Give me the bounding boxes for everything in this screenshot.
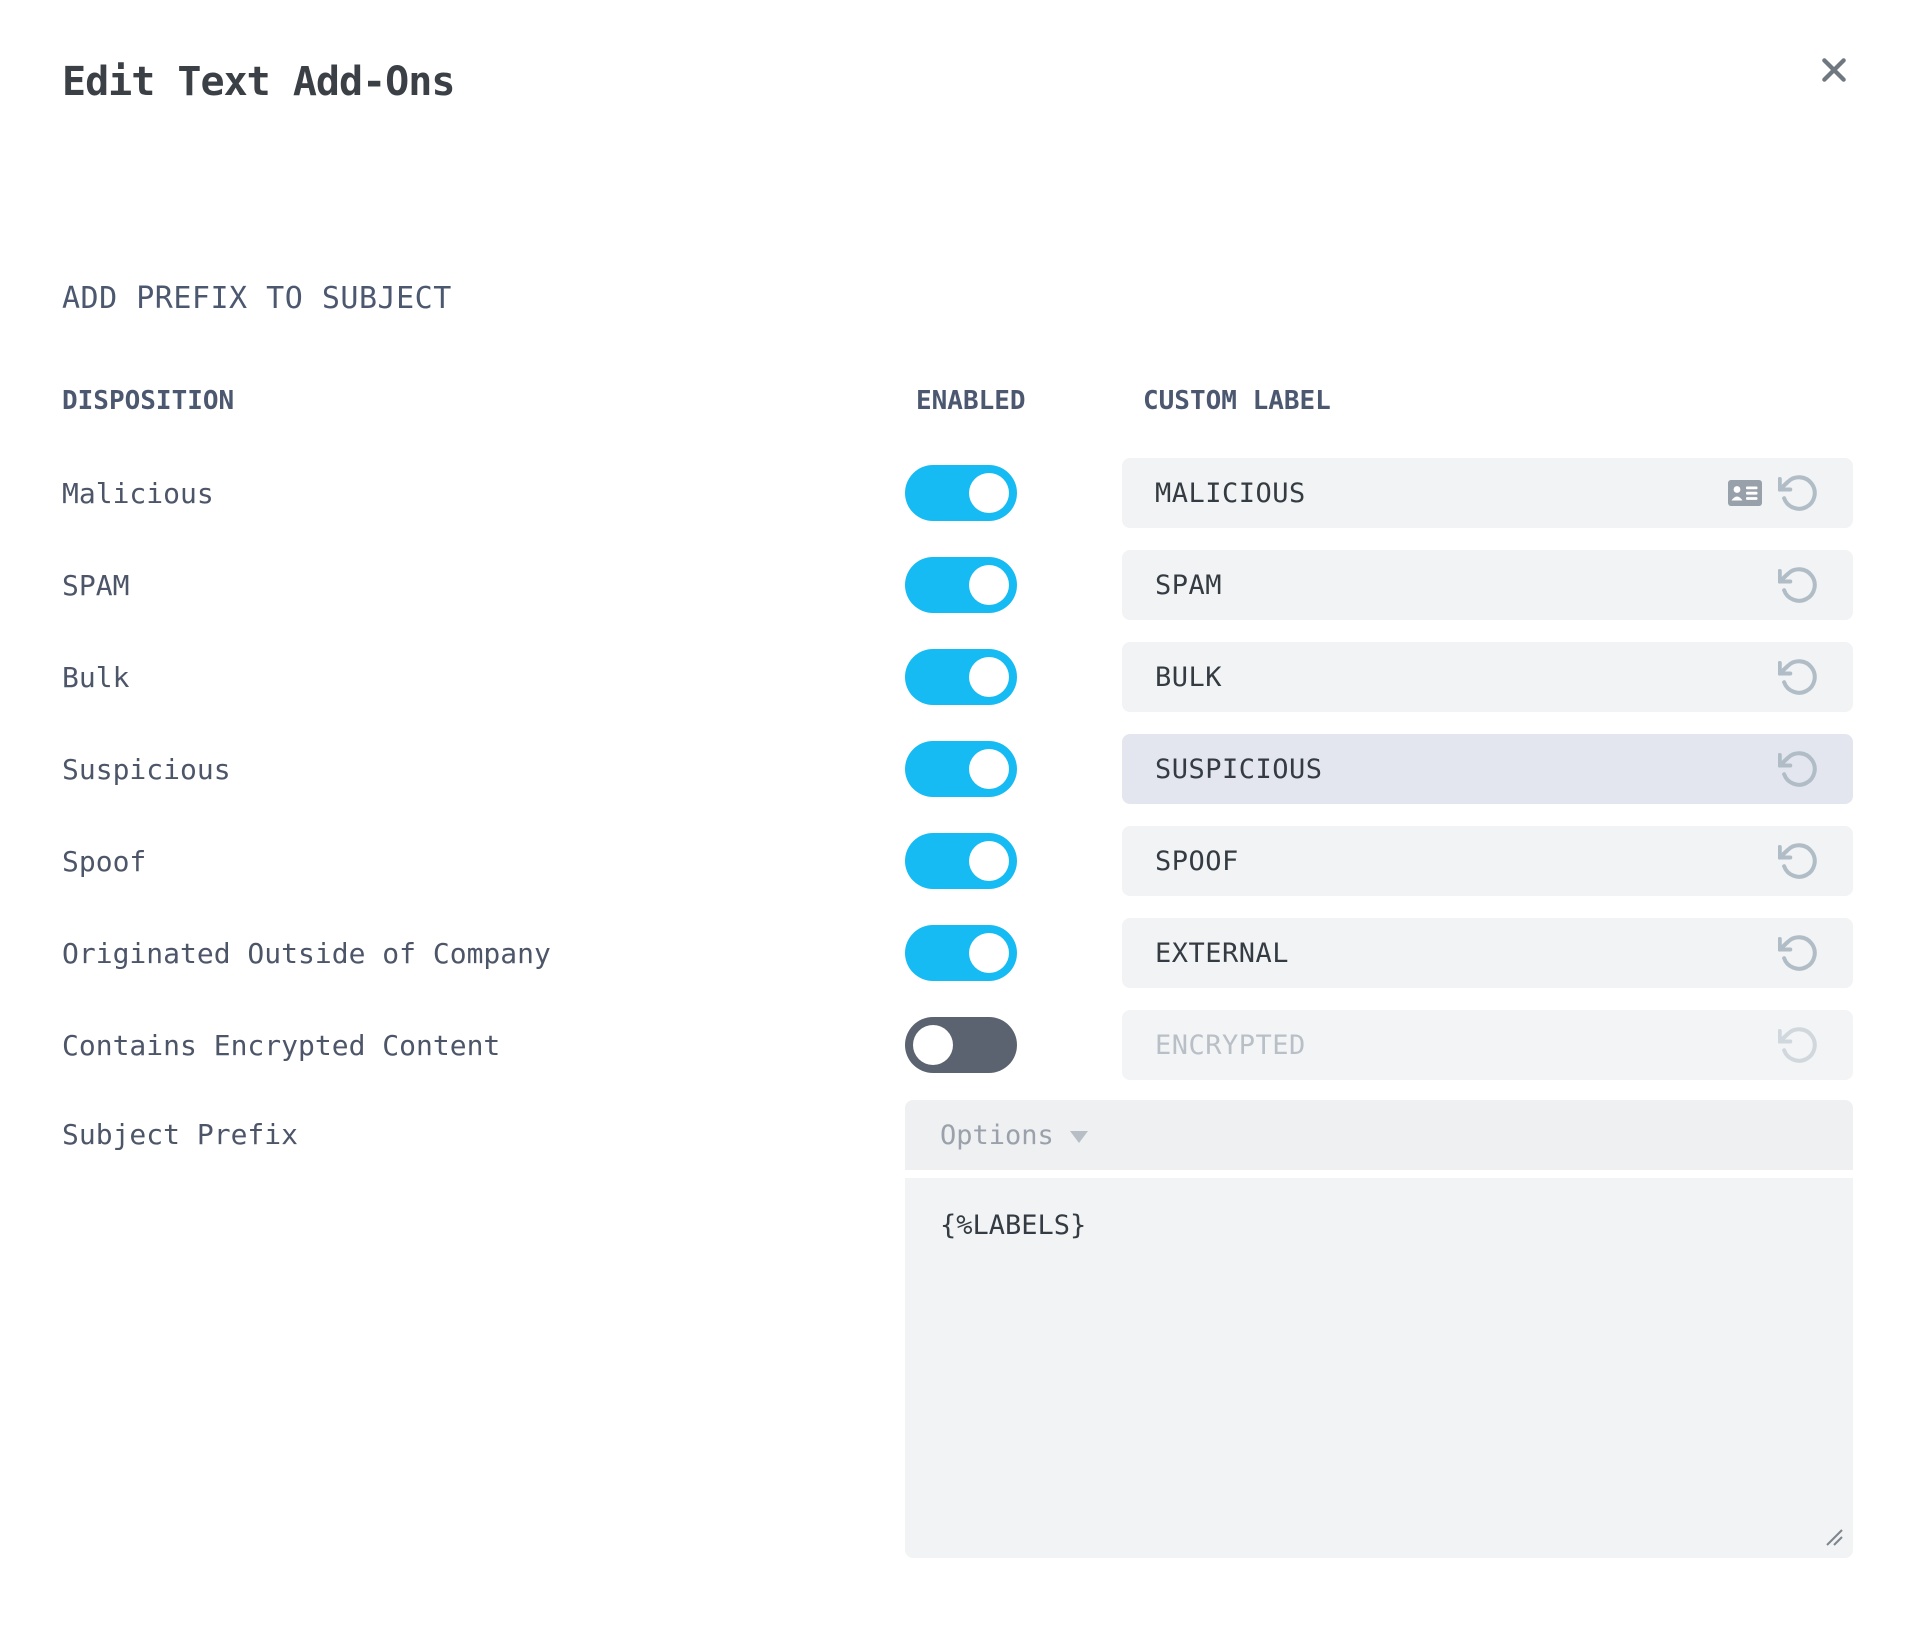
disposition-row: Spoof bbox=[62, 815, 1853, 907]
custom-label-field[interactable] bbox=[1122, 1010, 1853, 1080]
reset-icon bbox=[1778, 935, 1817, 971]
section-heading: ADD PREFIX TO SUBJECT bbox=[62, 281, 452, 316]
custom-label-field[interactable] bbox=[1122, 826, 1853, 896]
subject-prefix-textarea[interactable]: {%LABELS} bbox=[905, 1178, 1853, 1558]
toggle-knob bbox=[913, 1025, 953, 1065]
disposition-row: Suspicious bbox=[62, 723, 1853, 815]
reset-label-button[interactable] bbox=[1778, 564, 1820, 606]
custom-label-input[interactable] bbox=[1155, 661, 1766, 693]
enabled-toggle[interactable] bbox=[905, 649, 1017, 705]
enabled-toggle[interactable] bbox=[905, 925, 1017, 981]
custom-label-field[interactable] bbox=[1122, 918, 1853, 988]
disposition-row: Originated Outside of Company bbox=[62, 907, 1853, 999]
disposition-label: Suspicious bbox=[62, 752, 231, 786]
column-header-enabled: ENABLED bbox=[916, 386, 1026, 416]
custom-label-field[interactable] bbox=[1122, 550, 1853, 620]
subject-prefix-label: Subject Prefix bbox=[62, 1118, 299, 1151]
enabled-toggle[interactable] bbox=[905, 465, 1017, 521]
disposition-row: SPAM bbox=[62, 539, 1853, 631]
dialog-title: Edit Text Add-Ons bbox=[62, 59, 455, 105]
reset-label-button[interactable] bbox=[1778, 1024, 1820, 1066]
chevron-down-icon bbox=[1069, 1130, 1088, 1143]
custom-label-field[interactable] bbox=[1122, 642, 1853, 712]
disposition-label: Originated Outside of Company bbox=[62, 936, 551, 970]
toggle-knob bbox=[969, 657, 1009, 697]
toggle-knob bbox=[969, 841, 1009, 881]
enabled-toggle[interactable] bbox=[905, 557, 1017, 613]
custom-label-field[interactable] bbox=[1122, 734, 1853, 804]
resize-handle-icon[interactable] bbox=[1821, 1524, 1845, 1548]
custom-label-input bbox=[1155, 1029, 1766, 1061]
reset-icon bbox=[1778, 659, 1817, 695]
enabled-toggle[interactable] bbox=[905, 741, 1017, 797]
column-header-disposition: DISPOSITION bbox=[62, 386, 235, 416]
column-header-row: DISPOSITION ENABLED CUSTOM LABEL bbox=[62, 386, 1853, 416]
contact-card-icon bbox=[1728, 480, 1762, 506]
options-dropdown[interactable]: Options bbox=[905, 1100, 1853, 1170]
toggle-knob bbox=[969, 933, 1009, 973]
toggle-knob bbox=[969, 565, 1009, 605]
reset-label-button[interactable] bbox=[1778, 932, 1820, 974]
reset-icon bbox=[1778, 475, 1817, 511]
disposition-label: Malicious bbox=[62, 476, 214, 510]
subject-prefix-row: Subject Prefix Options {%LABELS} bbox=[62, 1091, 1853, 1558]
disposition-row: Contains Encrypted Content bbox=[62, 999, 1853, 1091]
custom-label-input[interactable] bbox=[1155, 753, 1766, 785]
disposition-row: Malicious bbox=[62, 447, 1853, 539]
disposition-label: Contains Encrypted Content bbox=[62, 1028, 501, 1062]
reset-icon bbox=[1778, 751, 1817, 787]
disposition-label: SPAM bbox=[62, 568, 130, 602]
enabled-toggle[interactable] bbox=[905, 1017, 1017, 1073]
disposition-label: Spoof bbox=[62, 844, 147, 878]
column-header-custom-label: CUSTOM LABEL bbox=[1143, 386, 1331, 416]
reset-icon bbox=[1778, 843, 1817, 879]
custom-label-input[interactable] bbox=[1155, 477, 1715, 509]
reset-label-button[interactable] bbox=[1778, 472, 1820, 514]
close-icon bbox=[1822, 58, 1846, 82]
custom-label-input[interactable] bbox=[1155, 937, 1766, 969]
reset-icon bbox=[1778, 567, 1817, 603]
disposition-row: Bulk bbox=[62, 631, 1853, 723]
enabled-toggle[interactable] bbox=[905, 833, 1017, 889]
custom-label-input[interactable] bbox=[1155, 569, 1766, 601]
close-button[interactable] bbox=[1814, 50, 1854, 90]
insert-variable-button[interactable] bbox=[1727, 479, 1763, 507]
custom-label-input[interactable] bbox=[1155, 845, 1766, 877]
toggle-knob bbox=[969, 473, 1009, 513]
reset-icon bbox=[1778, 1027, 1817, 1063]
toggle-knob bbox=[969, 749, 1009, 789]
disposition-label: Bulk bbox=[62, 660, 130, 694]
reset-label-button[interactable] bbox=[1778, 840, 1820, 882]
options-dropdown-label: Options bbox=[940, 1119, 1054, 1151]
reset-label-button[interactable] bbox=[1778, 748, 1820, 790]
custom-label-field[interactable] bbox=[1122, 458, 1853, 528]
disposition-rows: Malicious bbox=[62, 447, 1853, 1091]
reset-label-button[interactable] bbox=[1778, 656, 1820, 698]
